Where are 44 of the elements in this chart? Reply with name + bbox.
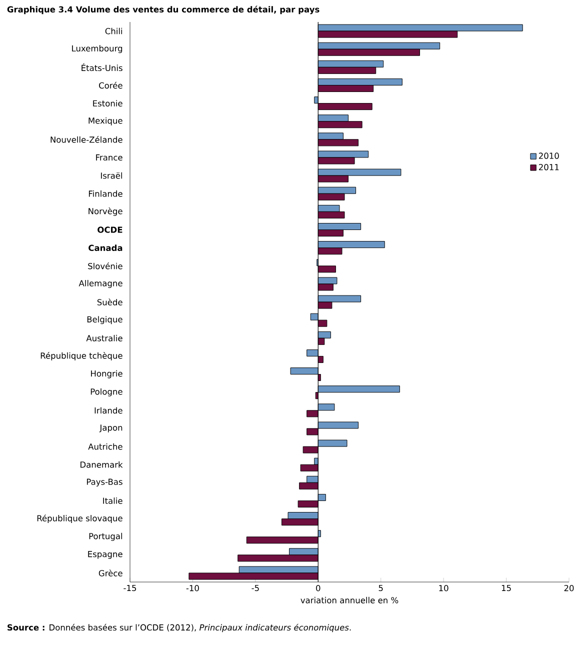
- y-tick-label: Danemark: [80, 461, 123, 468]
- y-tick-label: Pays-Bas: [86, 478, 122, 487]
- y-tick-label: États-Unis: [82, 63, 122, 72]
- x-axis-title: variation annuelle en %: [300, 596, 398, 604]
- y-tick-label: Canada: [88, 244, 122, 251]
- y-tick-label: Suède: [97, 298, 122, 306]
- y-tick-label: Corée: [99, 82, 122, 89]
- y-tick-label: France: [96, 154, 122, 161]
- y-tick-label: Irlande: [94, 407, 122, 414]
- legend-label: 2010: [539, 152, 559, 159]
- y-tick-label: Norvège: [88, 208, 122, 216]
- y-tick-label: Allemagne: [78, 280, 122, 288]
- y-tick-label: OCDE: [98, 226, 122, 233]
- chart-title: Graphique 3.4 Volume des ventes du commerce de détail, par pays: [7, 6, 320, 14]
- y-tick-label: République slovaque: [37, 514, 122, 523]
- text: Source : Données basées sur l’OCDE (2012), Principaux indicateurs économiques.: [8, 624, 351, 632]
- y-tick-label: Espagne: [88, 551, 122, 559]
- x-tick-label: 20: [564, 584, 574, 592]
- y-tick-label: Estonie: [93, 100, 122, 106]
- y-tick-label: Japon: [99, 424, 122, 432]
- x-tick-label: 0: [316, 584, 320, 592]
- x-tick-label: 10: [439, 584, 448, 592]
- y-tick-label: Hongrie: [91, 370, 122, 378]
- y-tick-label: Autriche: [88, 443, 122, 450]
- x-tick-label: 15: [502, 584, 511, 592]
- y-tick-label: Finlande: [88, 190, 122, 197]
- y-tick-label: Australie: [86, 334, 122, 342]
- y-tick-label: Belgique: [87, 316, 122, 324]
- legend-label: 2011: [539, 164, 559, 170]
- y-tick-label: Chili: [105, 28, 122, 34]
- y-tick-label: Luxembourg: [72, 45, 122, 54]
- x-tick-label: 5: [378, 584, 383, 592]
- y-tick-label: Mexique: [88, 117, 122, 126]
- y-tick-label: Grèce: [98, 570, 122, 576]
- y-tick-label: Pologne: [90, 388, 122, 396]
- y-tick-label: Nouvelle-Zélande: [50, 136, 122, 143]
- x-tick-label: -10: [186, 584, 199, 592]
- y-tick-label: Slovénie: [88, 262, 122, 270]
- x-tick-label: -5: [252, 584, 259, 592]
- y-tick-label: Italie: [103, 498, 122, 504]
- y-tick-label: Portugal: [89, 532, 122, 541]
- x-tick-label: -15: [124, 584, 136, 592]
- y-tick-label: Israël: [101, 172, 122, 179]
- y-tick-label: République tchèque: [40, 352, 122, 360]
